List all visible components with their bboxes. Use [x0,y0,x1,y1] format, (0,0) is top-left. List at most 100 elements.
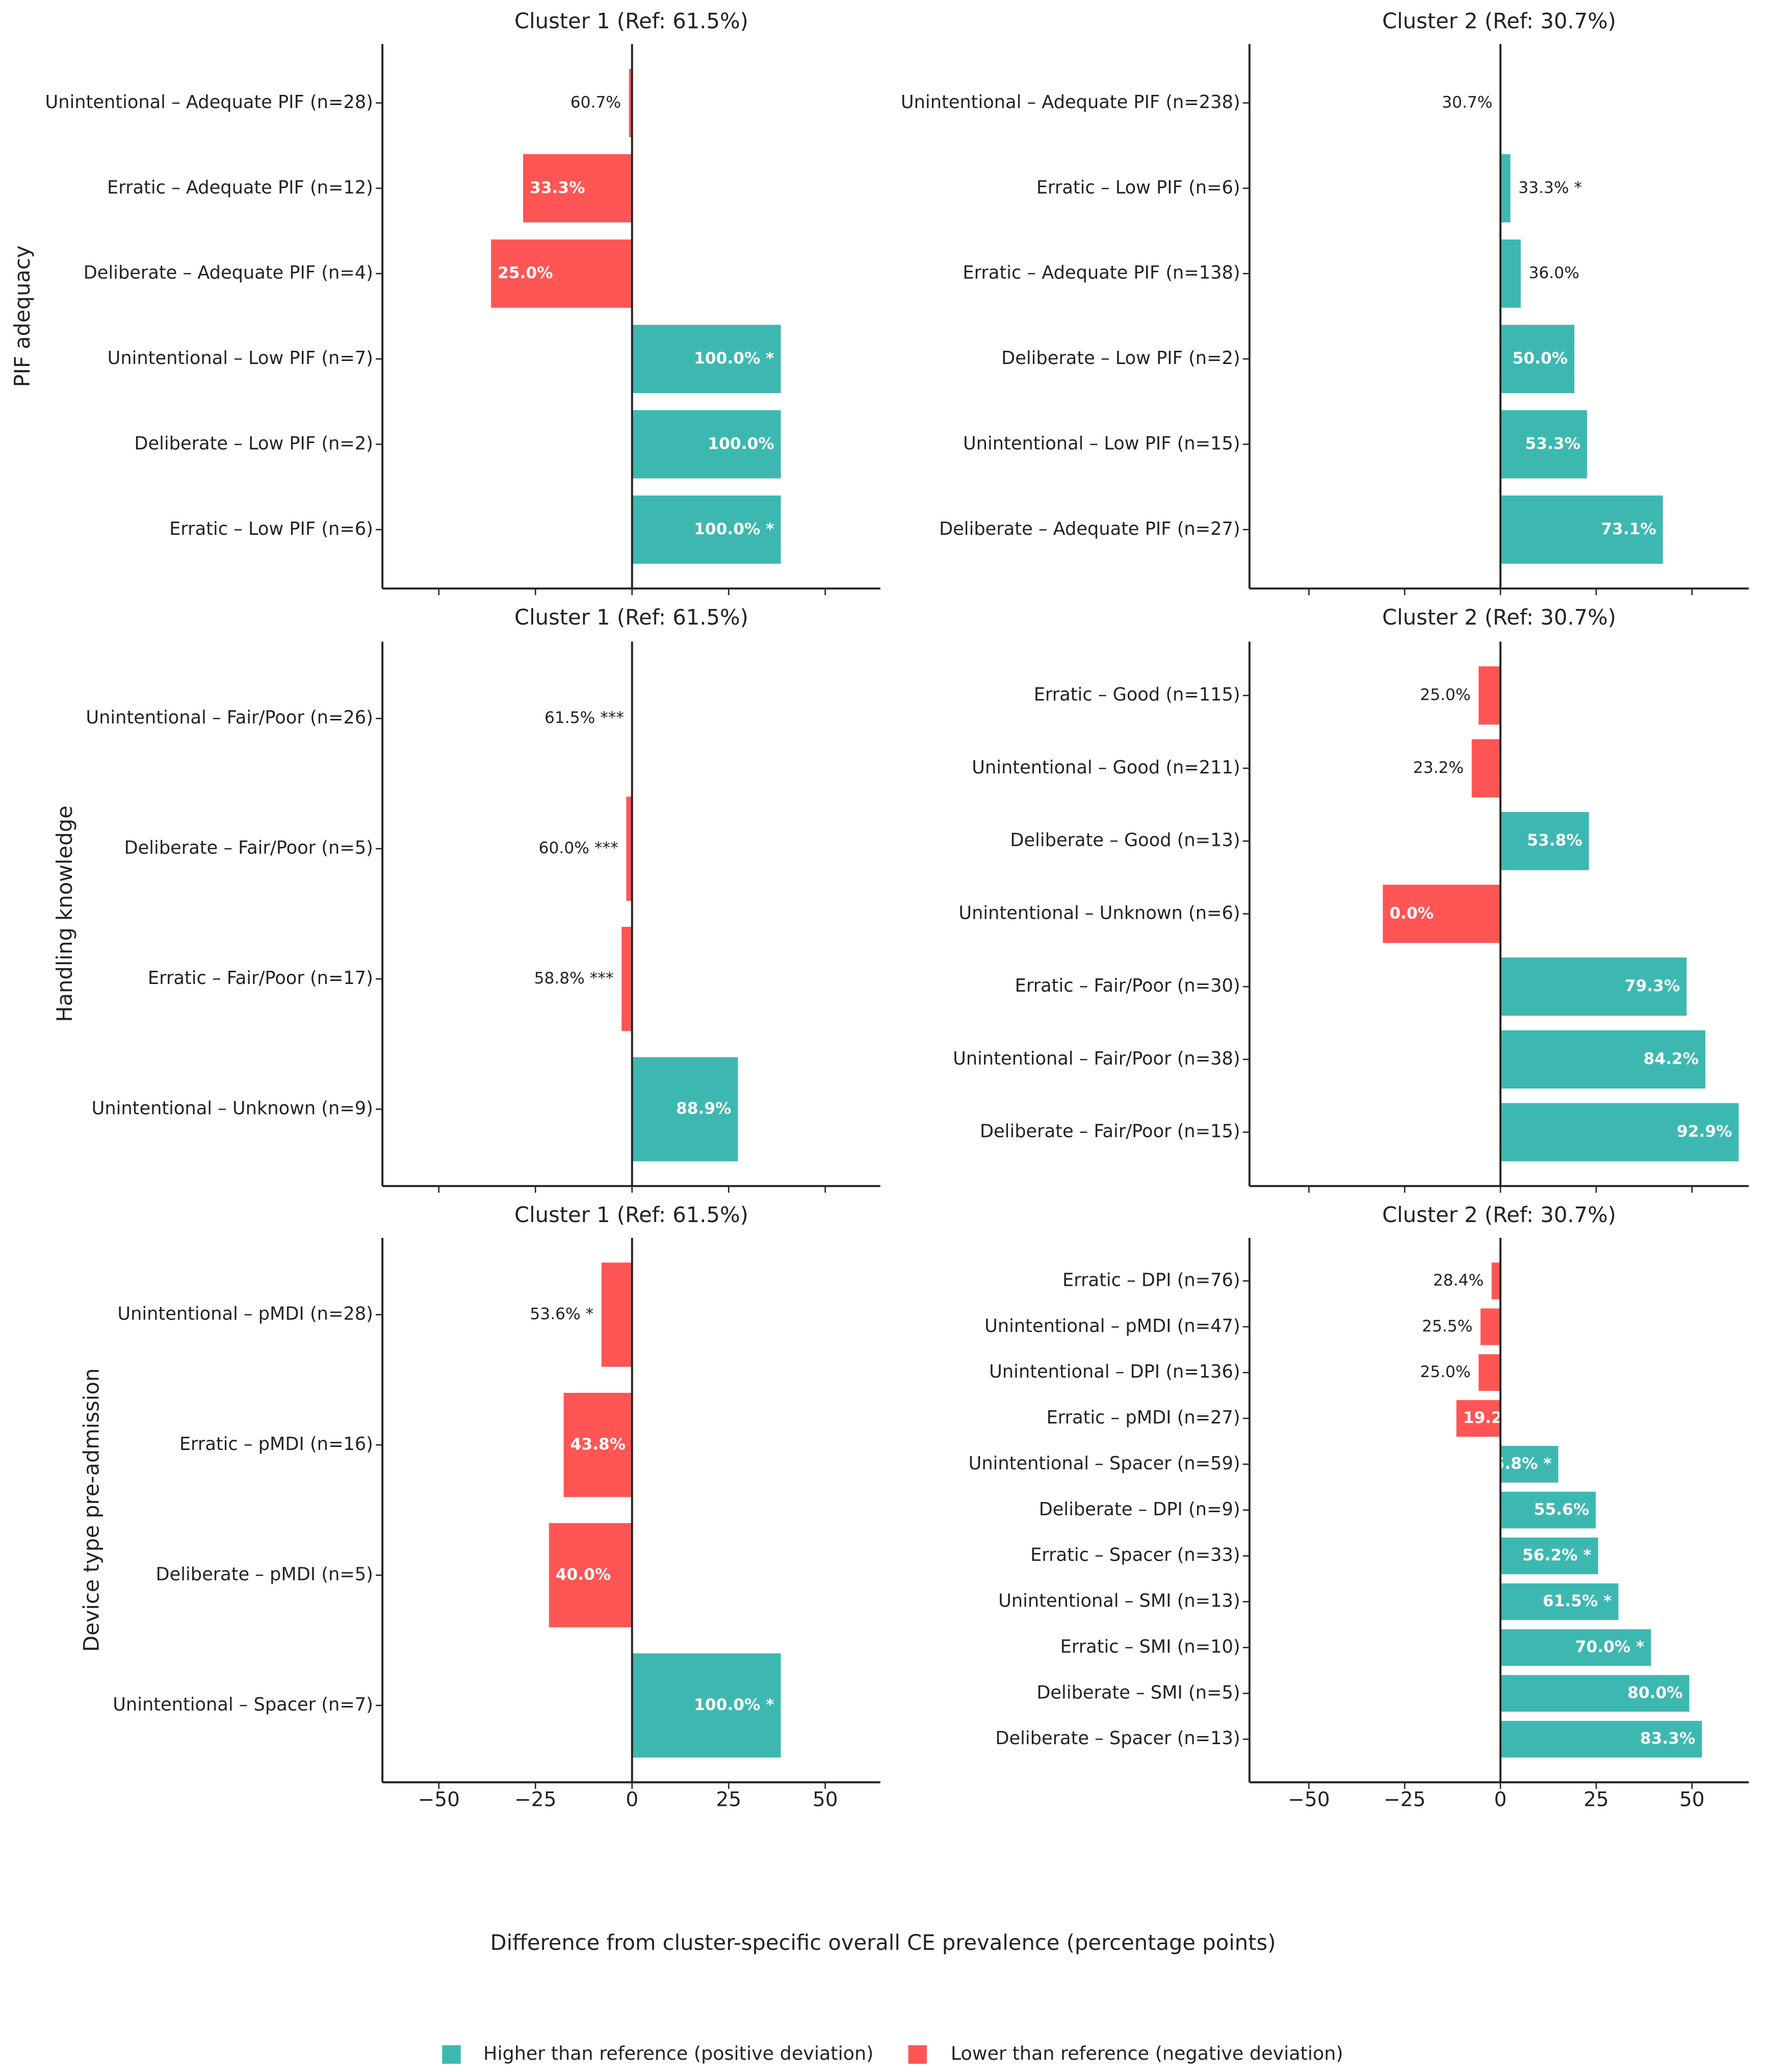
data-label: 43.8% [570,1435,626,1454]
category-label: Unintentional – Low PIF (n=15) [963,433,1240,454]
bar [629,68,632,137]
legend-label: Higher than reference (positive deviatio… [483,2042,873,2064]
panel-2-1: Cluster 2 (Ref: 30.7%) Erratic – DPI (n=7… [969,1202,1749,1811]
data-label: 73.1% [1601,520,1656,538]
data-label: 58.8% *** [534,969,614,988]
category-label: Erratic – Low PIF (n=6) [1036,177,1240,198]
data-label: 0.0% [1389,904,1434,922]
bar [1500,1103,1739,1161]
data-label: 25.0% [1420,686,1470,704]
row-ylabel: Handling knowledge [52,806,77,1022]
panel-title: Cluster 1 (Ref: 61.5%) [514,605,748,630]
legend-swatch [442,2045,461,2064]
data-label: 61.5% * [1543,1592,1612,1611]
bar [632,1653,781,1758]
category-label: Erratic – pMDI (n=16) [179,1434,373,1455]
category-label: Deliberate – DPI (n=9) [1039,1499,1240,1520]
bar [1500,1030,1706,1089]
bar [1500,239,1521,308]
data-label: 92.9% [1677,1123,1732,1141]
category-label: Deliberate – Adequate PIF (n=4) [84,263,373,283]
x-tick-label: −25 [1384,1789,1425,1811]
x-tick-label: −50 [418,1789,460,1811]
data-label: 53.8% [1527,832,1582,850]
data-label: 30.7% [1442,93,1492,112]
data-label: 53.3% [1525,434,1580,453]
bar [632,495,781,564]
category-label: Unintentional – Adequate PIF (n=238) [901,92,1240,113]
category-label: Unintentional – pMDI (n=28) [117,1304,373,1325]
bar [523,154,632,223]
bar [626,796,632,901]
data-label: 56.2% * [1522,1546,1592,1565]
bar [1500,1537,1598,1574]
data-label: 100.0% * [694,520,774,538]
data-label: 88.9% [676,1100,731,1118]
data-label: 33.3% [530,178,585,197]
category-label: Unintentional – Low PIF (n=7) [108,348,373,369]
panel-title: Cluster 2 (Ref: 30.7%) [1382,9,1616,34]
category-label: Deliberate – pMDI (n=5) [156,1564,373,1585]
x-tick-label: 50 [813,1789,838,1811]
panel-1-0: Cluster 1 (Ref: 61.5%) Unintentional – Fa… [86,605,880,1193]
x-tick-label: 0 [626,1789,638,1811]
x-tick-label: 0 [1494,1789,1507,1811]
category-label: Deliberate – Adequate PIF (n=27) [939,519,1240,539]
data-label: 80.0% [1627,1684,1682,1702]
bar [1500,1675,1690,1712]
bar [1500,957,1687,1016]
data-label: 60.0% *** [539,839,618,858]
bar [1500,154,1511,223]
bar [1500,1583,1619,1620]
data-label: 55.6% [1534,1500,1589,1519]
bar [1478,666,1501,725]
panel-2-0: Cluster 1 (Ref: 61.5%) Unintentional – pM… [113,1202,880,1811]
legend-label: Lower than reference (negative deviation… [951,2042,1343,2064]
data-label: 23.2% [1413,759,1464,777]
bar [632,1057,738,1161]
category-label: Unintentional – Spacer (n=7) [113,1694,373,1715]
panel-title: Cluster 2 (Ref: 30.7%) [1382,1202,1616,1227]
category-label: Unintentional – Fair/Poor (n=38) [953,1048,1240,1069]
data-label: 61.5% *** [544,709,624,727]
category-label: Unintentional – Unknown (n=9) [92,1098,373,1119]
bar [1500,1629,1651,1666]
category-label: Deliberate – SMI (n=5) [1036,1682,1240,1703]
category-label: Deliberate – Spacer (n=13) [995,1728,1240,1749]
data-label: 70.0% * [1575,1638,1645,1656]
bar [1500,1721,1702,1758]
category-label: Erratic – DPI (n=76) [1062,1270,1240,1290]
category-label: Deliberate – Fair/Poor (n=15) [980,1121,1240,1142]
bar [1478,1354,1501,1391]
panel-title: Cluster 1 (Ref: 61.5%) [514,9,748,34]
category-label: Erratic – Adequate PIF (n=138) [963,263,1240,283]
category-label: Deliberate – Low PIF (n=2) [134,433,373,454]
panel-1-1: Cluster 2 (Ref: 30.7%) Erratic – Good (n=… [953,605,1749,1193]
data-label: 25.0% [498,264,553,282]
data-label: 83.3% [1640,1729,1695,1748]
bar [549,1523,632,1627]
panel-title: Cluster 2 (Ref: 30.7%) [1382,605,1616,630]
bar [1471,739,1501,797]
data-label: 36.0% [1529,264,1579,282]
category-label: Unintentional – Adequate PIF (n=28) [45,92,373,113]
category-label: Erratic – Adequate PIF (n=12) [107,177,373,198]
category-label: Unintentional – Fair/Poor (n=26) [86,707,373,728]
data-label: 19.2% [1463,1409,1518,1427]
row-ylabel: PIF adequacy [10,245,35,387]
bar [632,410,781,479]
category-label: Unintentional – SMI (n=13) [998,1591,1240,1612]
row-ylabel: Device type pre-admission [79,1368,103,1652]
data-label: 100.0% [708,434,774,453]
bar [632,325,781,393]
bar [1481,1308,1501,1345]
data-label: 53.6% * [530,1305,593,1324]
category-label: Unintentional – Good (n=211) [972,757,1240,778]
category-label: Erratic – Fair/Poor (n=17) [148,968,373,989]
category-label: Deliberate – Low PIF (n=2) [1001,348,1240,369]
bar [563,1392,632,1497]
category-label: Deliberate – Fair/Poor (n=5) [124,838,373,859]
data-label: 100.0% * [694,1696,774,1714]
category-label: Erratic – pMDI (n=27) [1047,1407,1240,1428]
x-tick-label: 25 [1583,1789,1609,1811]
